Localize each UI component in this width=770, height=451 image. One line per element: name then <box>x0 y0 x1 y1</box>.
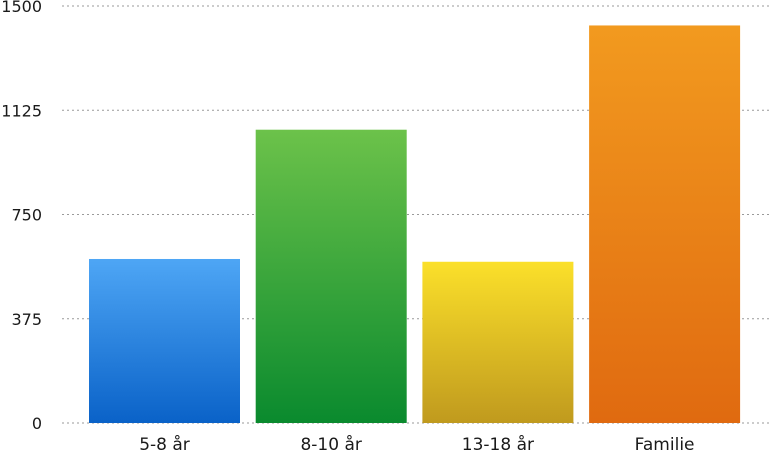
y-tick-label: 1125 <box>1 101 42 120</box>
y-tick-label: 375 <box>11 310 42 329</box>
bars <box>89 25 741 424</box>
x-category-label: Familie <box>635 435 695 451</box>
bar-3 <box>422 261 574 423</box>
y-tick-label: 0 <box>32 414 42 433</box>
bar-4 <box>589 25 741 424</box>
y-tick-label: 750 <box>11 206 42 225</box>
bar-2 <box>255 129 407 423</box>
x-axis-labels: 5-8 år 8-10 år 13-18 år Familie <box>139 434 694 451</box>
bar-1 <box>89 258 240 423</box>
x-category-label: 5-8 år <box>139 434 190 451</box>
x-category-label: 13-18 år <box>462 434 534 451</box>
y-axis-ticks: 0 375 750 1125 1500 <box>1 0 42 433</box>
y-tick-label: 1500 <box>1 0 42 16</box>
x-category-label: 8-10 år <box>300 434 361 451</box>
